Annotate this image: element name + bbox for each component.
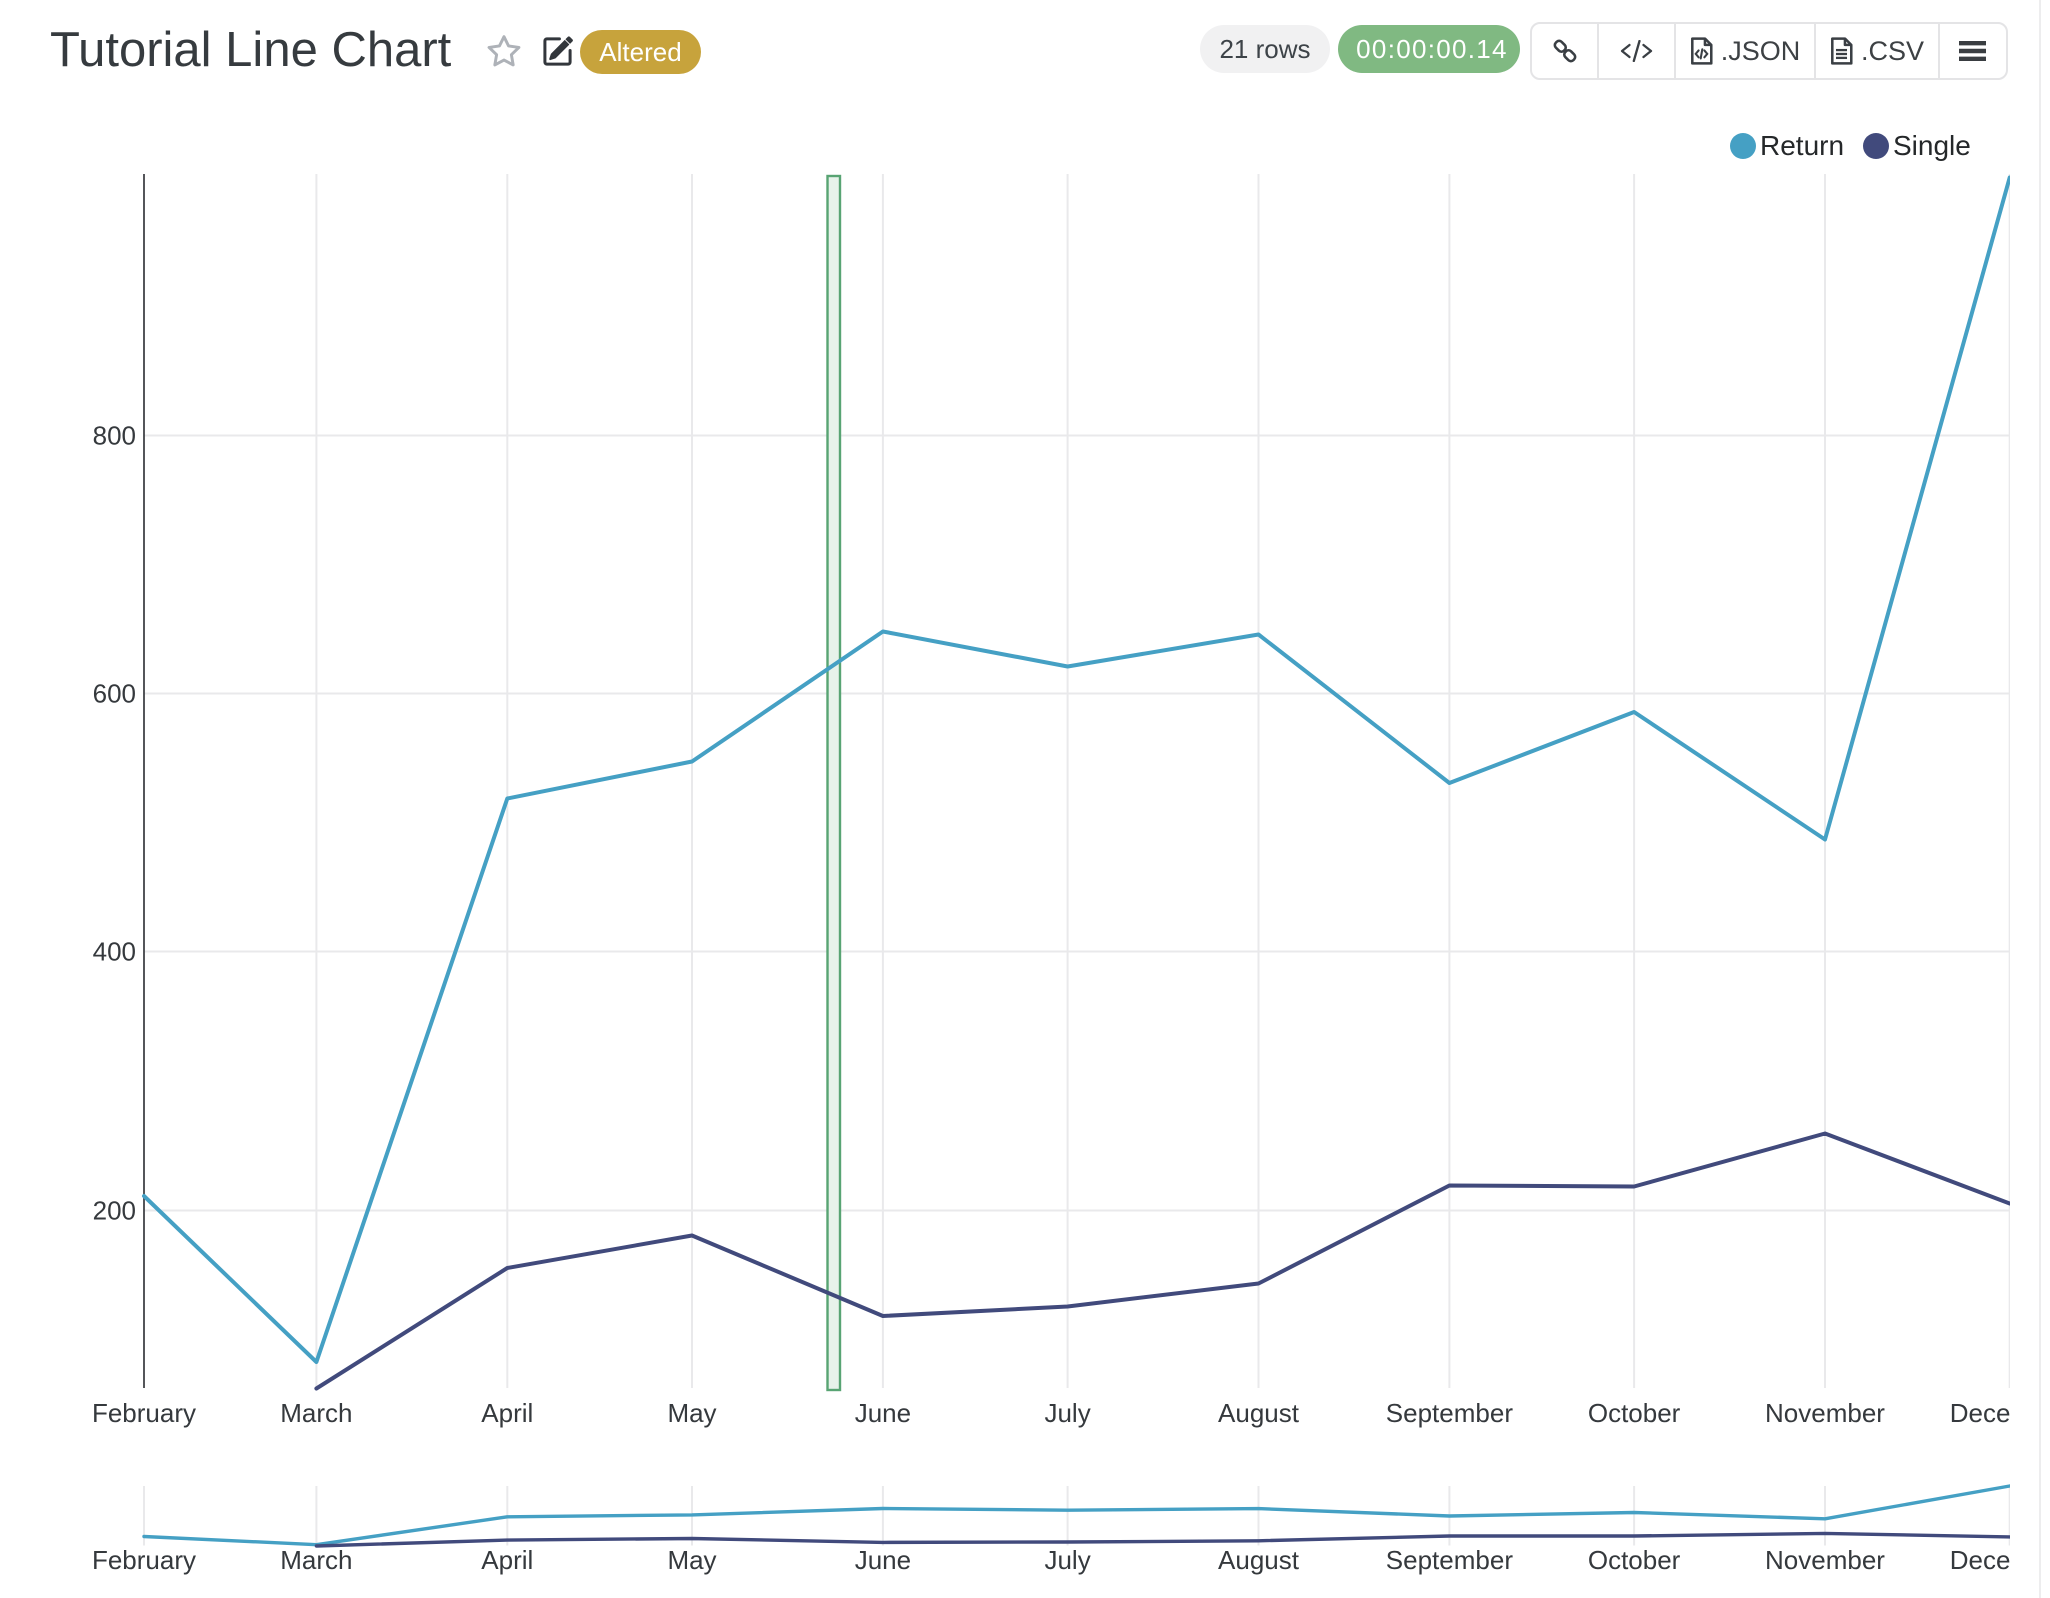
svg-text:June: June — [855, 1398, 911, 1428]
svg-text:December: December — [1950, 1398, 2050, 1428]
svg-text:November: November — [1765, 1545, 1885, 1575]
svg-text:October: October — [1588, 1545, 1681, 1575]
svg-text:September: September — [1386, 1398, 1514, 1428]
svg-text:April: April — [481, 1398, 533, 1428]
svg-text:August: August — [1218, 1545, 1300, 1575]
svg-text:March: March — [280, 1398, 352, 1428]
svg-text:July: July — [1044, 1398, 1090, 1428]
svg-text:October: October — [1588, 1398, 1681, 1428]
svg-text:April: April — [481, 1545, 533, 1575]
svg-text:May: May — [667, 1545, 716, 1575]
svg-text:June: June — [855, 1545, 911, 1575]
svg-text:December: December — [1950, 1545, 2050, 1575]
svg-text:February: February — [92, 1398, 196, 1428]
svg-text:400: 400 — [93, 937, 136, 967]
svg-text:August: August — [1218, 1398, 1300, 1428]
svg-text:February: February — [92, 1545, 196, 1575]
svg-text:November: November — [1765, 1398, 1885, 1428]
svg-text:200: 200 — [93, 1196, 136, 1226]
svg-text:July: July — [1044, 1545, 1090, 1575]
svg-text:800: 800 — [93, 421, 136, 451]
svg-text:September: September — [1386, 1545, 1514, 1575]
svg-text:March: March — [280, 1545, 352, 1575]
svg-text:May: May — [667, 1398, 716, 1428]
svg-text:600: 600 — [93, 679, 136, 709]
